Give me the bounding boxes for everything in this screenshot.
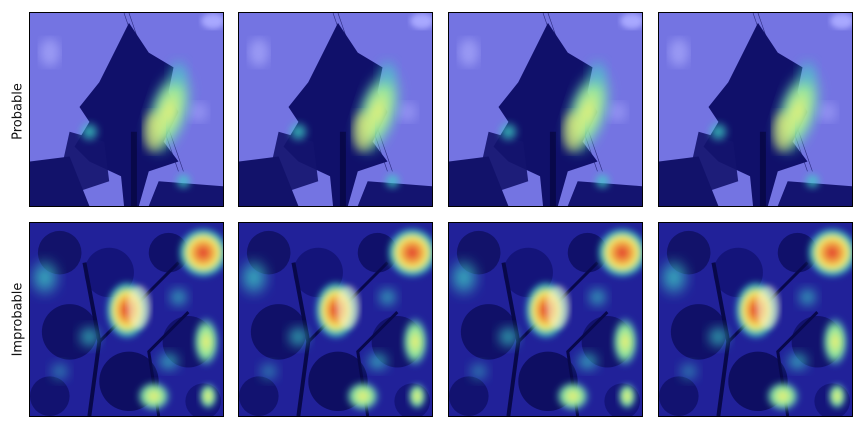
row-label-probable: Probable [10,83,26,140]
heatmap-panel-probable-2 [238,12,433,207]
heatmap-panel-improbable-2 [238,222,433,417]
heatmap-panel-improbable-3 [448,222,643,417]
heatmap-panel-probable-4 [658,12,853,207]
heatmap-panel-improbable-1 [29,222,224,417]
heatmap-panel-probable-3 [448,12,643,207]
heatmap-panel-improbable-4 [658,222,853,417]
row-label-improbable: Improbable [10,282,26,357]
heatmap-panel-probable-1 [29,12,224,207]
